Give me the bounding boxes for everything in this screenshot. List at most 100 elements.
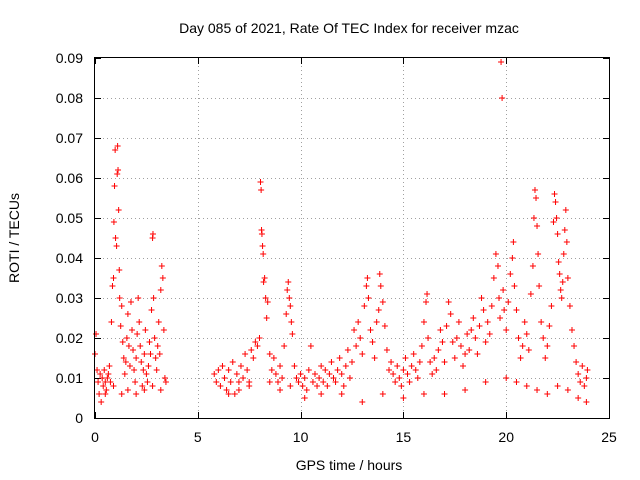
- x-tick-label: 0: [91, 429, 99, 445]
- data-point: [480, 307, 487, 313]
- data-point: [394, 363, 401, 369]
- plot-frame: [94, 57, 610, 419]
- data-point: [106, 363, 113, 369]
- data-point: [535, 251, 542, 257]
- data-point: [546, 323, 553, 329]
- data-point: [404, 371, 411, 377]
- data-point: [219, 363, 226, 369]
- data-point: [457, 343, 464, 349]
- data-point: [134, 331, 141, 337]
- data-point: [118, 303, 125, 309]
- data-point: [474, 351, 481, 357]
- data-point: [326, 371, 333, 377]
- data-points: [92, 59, 591, 405]
- data-point: [133, 355, 140, 361]
- data-point: [217, 383, 224, 389]
- data-point: [223, 387, 230, 393]
- data-point: [498, 59, 505, 65]
- data-point: [353, 343, 360, 349]
- data-point: [364, 275, 371, 281]
- data-point: [268, 367, 275, 373]
- data-point: [274, 379, 281, 385]
- data-point: [314, 383, 321, 389]
- data-point: [316, 375, 323, 381]
- data-point: [470, 315, 477, 321]
- data-point: [263, 315, 270, 321]
- data-point: [115, 207, 122, 213]
- data-point: [98, 399, 105, 405]
- data-point: [260, 251, 267, 257]
- data-point: [542, 355, 549, 361]
- data-point: [221, 375, 228, 381]
- data-point: [149, 383, 156, 389]
- data-point: [155, 319, 162, 325]
- data-point: [140, 367, 147, 373]
- data-point: [235, 387, 242, 393]
- data-point: [451, 355, 458, 361]
- data-point: [499, 95, 506, 101]
- data-point: [536, 283, 543, 289]
- data-point: [529, 263, 536, 269]
- x-tick-label: 5: [194, 429, 202, 445]
- x-axis-label: GPS time / hours: [296, 457, 403, 473]
- data-point: [445, 299, 452, 305]
- data-point: [534, 223, 541, 229]
- data-point: [531, 187, 538, 193]
- y-tick-label: 0.05: [56, 210, 83, 226]
- data-point: [554, 383, 561, 389]
- data-point: [462, 387, 469, 393]
- data-point: [254, 343, 261, 349]
- data-point: [303, 387, 310, 393]
- data-point: [142, 327, 149, 333]
- data-point: [103, 387, 110, 393]
- data-point: [110, 219, 117, 225]
- data-point: [396, 375, 403, 381]
- data-point: [133, 391, 140, 397]
- data-point: [307, 343, 314, 349]
- data-point: [318, 363, 325, 369]
- data-point: [120, 355, 127, 361]
- data-point: [147, 351, 154, 357]
- data-point: [375, 307, 382, 313]
- data-point: [260, 279, 267, 285]
- data-point: [402, 355, 409, 361]
- data-point: [152, 355, 159, 361]
- data-point: [464, 331, 471, 337]
- data-point: [361, 303, 368, 309]
- data-point: [286, 295, 293, 301]
- data-point: [431, 355, 438, 361]
- data-point: [215, 367, 222, 373]
- data-point: [408, 363, 415, 369]
- data-point: [503, 375, 510, 381]
- data-point: [412, 367, 419, 373]
- data-point: [544, 391, 551, 397]
- data-point: [309, 379, 316, 385]
- data-point: [272, 371, 279, 377]
- data-point: [406, 379, 413, 385]
- data-point: [277, 363, 284, 369]
- data-point: [340, 383, 347, 389]
- data-point: [338, 371, 345, 377]
- data-point: [571, 343, 578, 349]
- x-tick-label: 20: [498, 429, 514, 445]
- data-point: [553, 215, 560, 221]
- data-point: [564, 275, 571, 281]
- data-point: [237, 363, 244, 369]
- data-point: [379, 299, 386, 305]
- data-point: [334, 367, 341, 373]
- data-point: [229, 359, 236, 365]
- data-point: [554, 231, 561, 237]
- data-point: [289, 331, 296, 337]
- data-point: [500, 287, 507, 293]
- data-point: [101, 367, 108, 373]
- y-tick-label: 0.08: [56, 90, 83, 106]
- data-point: [112, 147, 119, 153]
- data-point: [383, 347, 390, 353]
- data-point: [556, 271, 563, 277]
- data-point: [118, 391, 125, 397]
- data-point: [121, 371, 128, 377]
- data-point: [125, 343, 132, 349]
- data-point: [521, 319, 528, 325]
- data-point: [390, 371, 397, 377]
